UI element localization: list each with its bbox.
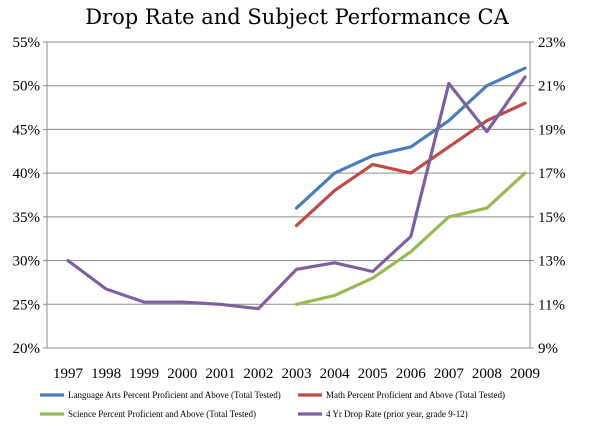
left-y-tick-label: 45% xyxy=(13,122,41,138)
x-tick-label: 2003 xyxy=(282,366,312,382)
x-tick-labels: 1997 1998 1999 2000 2001 2002 2003 2004 2005 2006… xyxy=(53,366,540,382)
right-y-tick-label: 15% xyxy=(538,210,566,226)
left-y-tick-label: 35% xyxy=(13,210,41,226)
right-y-tick-label: 19% xyxy=(538,122,566,138)
left-y-tick-labels: 20% 25% 30% 35% 40% 45% 50% 55% xyxy=(13,35,41,357)
x-tick-label: 2004 xyxy=(320,366,351,382)
x-tick-label: 1998 xyxy=(91,366,121,382)
legend-label-4: 4 Yr Drop Rate (prior year, grade 9-12) xyxy=(326,409,468,419)
x-tick-label: 2008 xyxy=(472,366,502,382)
series-line-2 xyxy=(294,101,527,228)
left-y-tick-label: 30% xyxy=(13,254,41,270)
left-y-tick-label: 50% xyxy=(13,79,41,95)
left-y-tick-label: 20% xyxy=(13,341,41,357)
series-line-4 xyxy=(66,75,527,311)
legend-label-3: Science Percent Proficient and Above (To… xyxy=(68,409,256,419)
legend-label-1: Language Arts Percent Proficient and Abo… xyxy=(68,390,281,400)
x-tick-label: 2005 xyxy=(358,366,388,382)
series-line-3 xyxy=(294,171,527,306)
right-y-tick-label: 21% xyxy=(538,79,566,95)
right-y-tick-label: 9% xyxy=(538,341,558,357)
right-y-tick-label: 11% xyxy=(538,297,565,313)
x-tick-label: 2001 xyxy=(205,366,235,382)
x-tick-label: 2002 xyxy=(243,366,273,382)
right-y-tick-label: 13% xyxy=(538,254,566,270)
x-tick-label: 2007 xyxy=(434,366,465,382)
gridlines xyxy=(47,41,530,305)
right-y-tick-labels: 9% 11% 13% 15% 17% 19% 21% 23% xyxy=(538,35,566,357)
axes xyxy=(43,41,534,349)
series-lines xyxy=(66,66,527,311)
right-y-tick-label: 23% xyxy=(538,35,566,51)
left-y-tick-label: 40% xyxy=(13,166,41,182)
chart-title: Drop Rate and Subject Performance CA xyxy=(85,5,509,29)
x-tick-label: 2006 xyxy=(396,366,427,382)
left-y-tick-label: 25% xyxy=(13,297,41,313)
x-tick-label: 2000 xyxy=(167,366,197,382)
left-y-tick-label: 55% xyxy=(13,35,41,51)
series-line-1 xyxy=(294,66,527,210)
x-tick-label: 1999 xyxy=(129,366,159,382)
legend: Language Arts Percent Proficient and Abo… xyxy=(40,390,505,419)
legend-label-2: Math Percent Proficient and Above (Total… xyxy=(326,390,505,400)
x-tick-label: 2009 xyxy=(510,366,540,382)
x-tick-label: 1997 xyxy=(53,366,84,382)
right-y-tick-label: 17% xyxy=(538,166,566,182)
